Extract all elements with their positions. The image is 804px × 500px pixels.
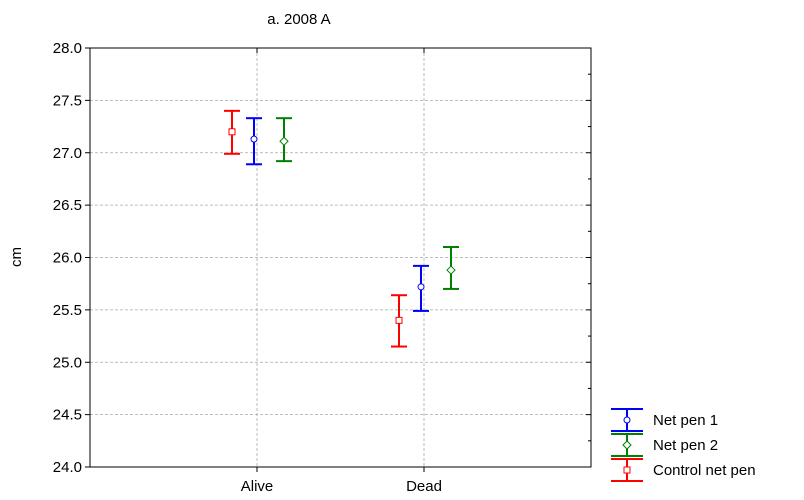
legend-item: Net pen 2 (611, 433, 718, 457)
legend: Net pen 1 Net pen 2 Control net pen (611, 408, 756, 482)
x-tick-label: Alive (241, 478, 274, 495)
chart-title: a. 2008 A (267, 11, 330, 28)
series-net-pen-2 (276, 117, 459, 290)
legend-item: Net pen 1 (611, 408, 718, 432)
x-tick-label: Dead (406, 478, 442, 495)
mean-marker (395, 316, 403, 324)
mean-marker (417, 283, 425, 291)
legend-marker (623, 416, 631, 424)
y-tick-label: 24.5 (53, 407, 82, 424)
mean-marker (228, 128, 236, 136)
series-group (224, 109, 459, 348)
grid-lines (90, 48, 591, 467)
mean-marker (446, 265, 456, 275)
y-tick-label: 27.0 (53, 145, 82, 162)
y-tick-label: 24.0 (53, 459, 82, 476)
y-axis-label: cm (8, 247, 25, 267)
legend-label: Net pen 1 (653, 412, 718, 429)
y-tick-label: 25.0 (53, 354, 82, 371)
x-axis: Alive Dead (241, 48, 442, 495)
y-tick-label: 25.5 (53, 302, 82, 319)
mean-marker (250, 135, 258, 143)
y-tick-label: 28.0 (53, 40, 82, 57)
legend-item: Control net pen (611, 458, 756, 482)
y-tick-label: 27.5 (53, 92, 82, 109)
y-tick-label: 26.0 (53, 250, 82, 267)
legend-marker (622, 440, 632, 450)
mean-marker (279, 136, 289, 146)
legend-marker (623, 466, 631, 474)
legend-label: Net pen 2 (653, 437, 718, 454)
series-control-net-pen (224, 109, 407, 348)
legend-label: Control net pen (653, 462, 756, 479)
y-axis: 24.0 24.5 25.0 25.5 26.0 26.5 27.0 27.5 28.0 (53, 40, 591, 476)
series-net-pen-1 (246, 117, 429, 312)
y-tick-label: 26.5 (53, 197, 82, 214)
